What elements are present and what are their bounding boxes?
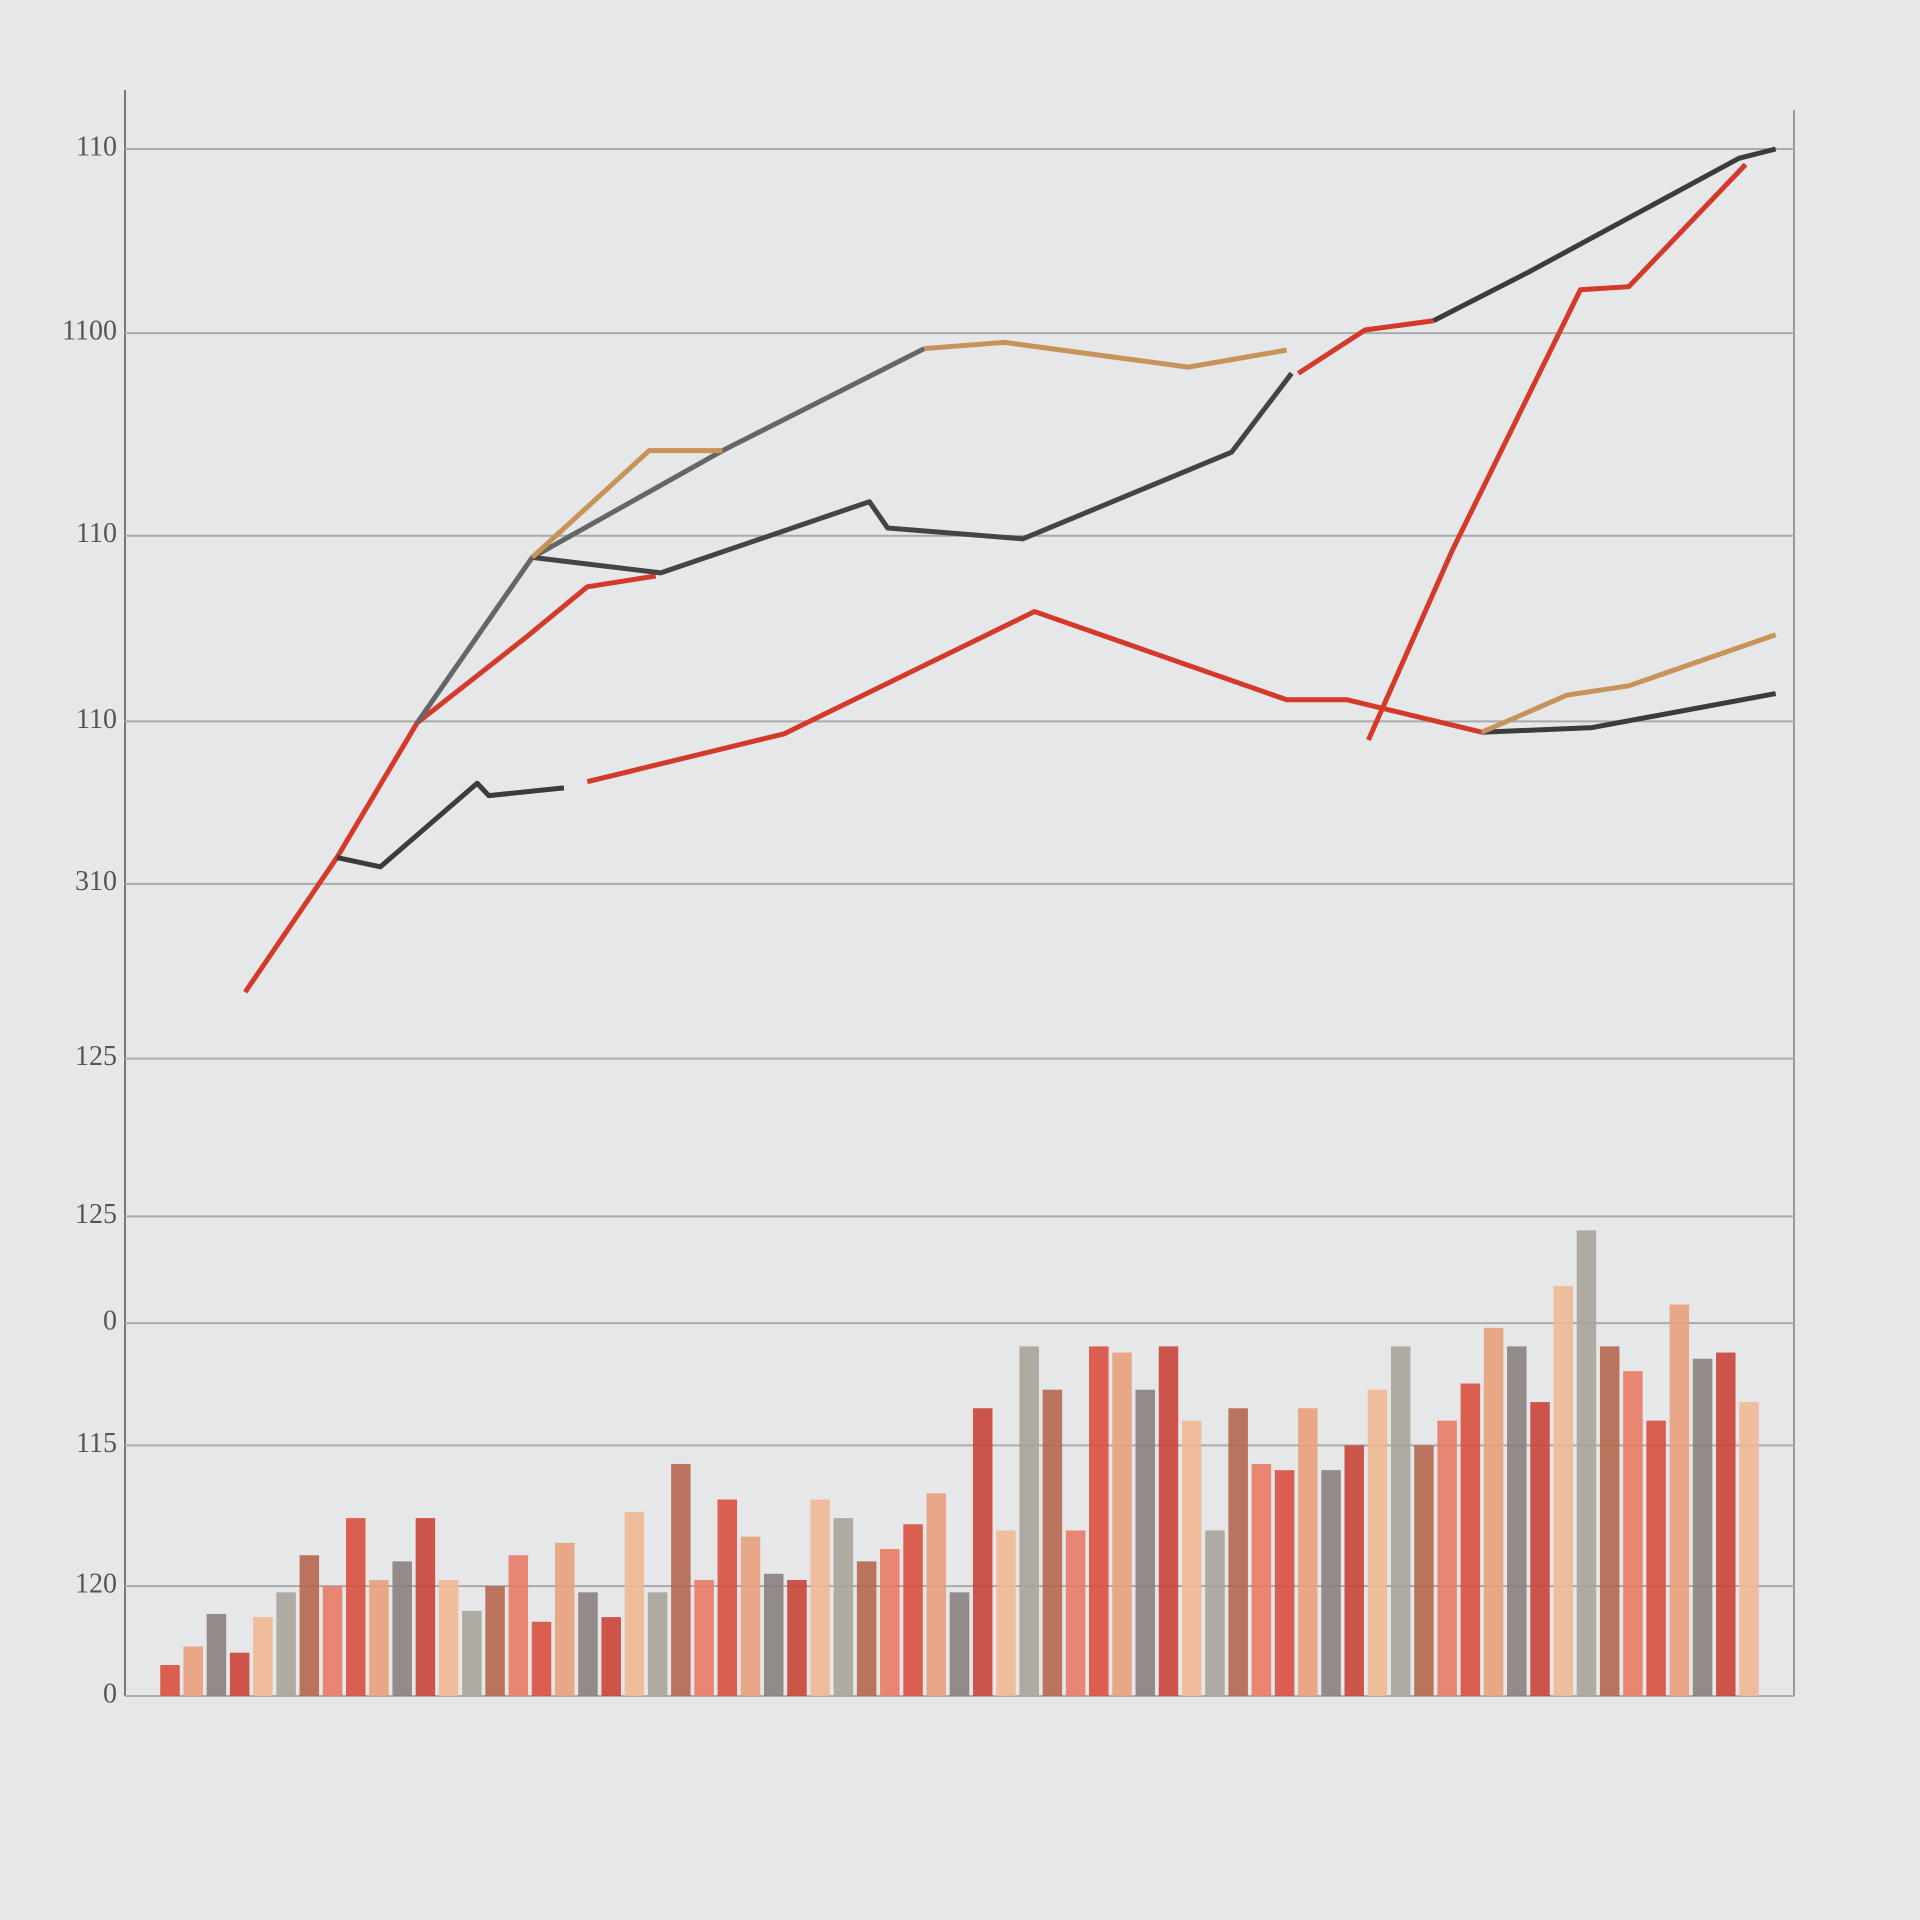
bar	[601, 1617, 621, 1696]
y-tick-label: 110	[76, 131, 117, 162]
y-tick-label: 110	[76, 518, 117, 549]
line	[531, 371, 1294, 576]
bar	[578, 1592, 598, 1696]
bar	[1507, 1346, 1527, 1696]
y-tick-label: 0	[103, 1678, 117, 1709]
y-tick-label: 120	[75, 1569, 117, 1600]
bar	[183, 1646, 203, 1696]
bar	[1298, 1408, 1318, 1696]
bar	[299, 1555, 320, 1696]
bar	[1390, 1346, 1411, 1696]
bar	[415, 1518, 436, 1696]
bar	[926, 1493, 947, 1696]
line	[924, 339, 1288, 370]
bar	[1321, 1470, 1341, 1696]
line	[336, 780, 565, 870]
bar	[253, 1617, 273, 1696]
y-tick-label: 125	[75, 1199, 117, 1230]
bar	[1042, 1389, 1063, 1696]
bar	[624, 1511, 645, 1696]
bar	[392, 1561, 412, 1696]
bar	[880, 1549, 900, 1696]
bar	[1599, 1346, 1620, 1696]
bar	[1274, 1470, 1295, 1696]
line	[243, 573, 657, 994]
bar	[647, 1592, 668, 1696]
bar	[276, 1592, 296, 1696]
bar	[531, 1621, 552, 1696]
bar	[1228, 1408, 1248, 1696]
bar	[1112, 1352, 1132, 1696]
bar	[833, 1518, 854, 1696]
bar	[1414, 1445, 1434, 1696]
line	[530, 448, 1777, 735]
bar	[1530, 1402, 1550, 1696]
bar	[438, 1579, 459, 1696]
bar	[1553, 1286, 1573, 1696]
bar	[740, 1536, 761, 1696]
bar	[1669, 1304, 1690, 1696]
bar	[1019, 1346, 1039, 1696]
bar	[1437, 1420, 1457, 1696]
bar	[1576, 1230, 1597, 1696]
y-tick-label: 310	[75, 866, 117, 897]
bar	[694, 1579, 714, 1696]
line	[1366, 162, 1748, 741]
bar	[1367, 1389, 1388, 1696]
bar	[1344, 1445, 1365, 1696]
bar	[1483, 1327, 1504, 1696]
bar	[996, 1530, 1016, 1696]
y-tick-label: 115	[76, 1428, 117, 1459]
bar	[1460, 1383, 1481, 1696]
line	[1296, 318, 1434, 376]
bar	[1205, 1530, 1225, 1696]
line	[415, 346, 926, 725]
bar	[369, 1579, 389, 1696]
bar	[1692, 1358, 1713, 1696]
y-tick-label: 0	[103, 1306, 117, 1337]
bar	[787, 1579, 807, 1696]
bar	[322, 1586, 343, 1696]
bar	[717, 1499, 738, 1696]
bar	[1158, 1346, 1179, 1696]
y-tick-label: 110	[76, 704, 117, 735]
bar	[462, 1610, 482, 1696]
line	[1432, 146, 1777, 323]
bar	[346, 1518, 366, 1696]
bar	[508, 1555, 529, 1696]
bar	[903, 1524, 923, 1696]
bar	[1181, 1420, 1202, 1696]
bar	[1716, 1352, 1736, 1696]
bar	[856, 1561, 877, 1696]
bar	[810, 1499, 830, 1696]
line	[586, 609, 1483, 785]
bar	[763, 1573, 784, 1696]
y-tick-label: 1100	[62, 316, 117, 347]
line	[1481, 691, 1777, 735]
bar	[160, 1665, 180, 1696]
bar	[1623, 1371, 1643, 1696]
bar	[485, 1586, 505, 1696]
bar	[972, 1408, 993, 1696]
bar	[949, 1592, 970, 1696]
bar	[229, 1652, 250, 1696]
bar	[1646, 1420, 1666, 1696]
bar	[671, 1463, 691, 1696]
y-tick-label: 125	[75, 1041, 117, 1072]
bar	[1089, 1346, 1109, 1696]
bar	[1739, 1402, 1759, 1696]
bar	[1251, 1463, 1272, 1696]
bar	[1135, 1389, 1156, 1696]
bar	[1065, 1530, 1086, 1696]
bar	[554, 1542, 575, 1696]
bar	[206, 1614, 227, 1696]
